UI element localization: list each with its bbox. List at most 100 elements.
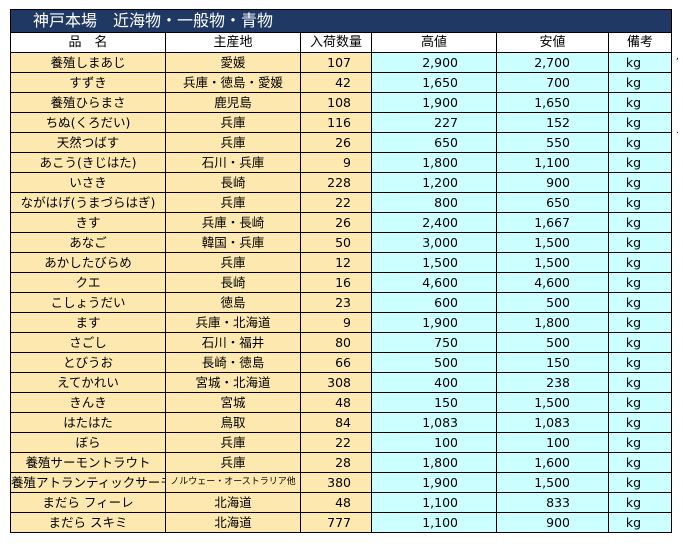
quantity-cell: 48 <box>300 392 372 413</box>
low-price-cell: 500 <box>496 332 609 353</box>
high-price-cell: 227 <box>371 112 497 133</box>
item-name-cell: あなご <box>10 232 166 253</box>
unit-cell: kg <box>607 152 673 173</box>
unit-cell: kg <box>607 512 673 533</box>
table-row: いさき 長崎 228 1,200 900 kg <box>10 172 673 193</box>
item-name-cell: 養殖アトランティックサーモン <box>10 472 166 493</box>
item-name-cell: まだら スキミ <box>10 512 166 533</box>
high-price-cell: 1,083 <box>371 412 497 433</box>
low-price-cell: 150 <box>496 352 609 373</box>
table-row: クエ 長崎 16 4,600 4,600 kg <box>10 272 673 293</box>
item-name-cell: とびうお <box>10 352 166 373</box>
origin-cell: 長崎 <box>165 272 301 293</box>
table-row: 天然つばす 兵庫 26 650 550 kg <box>10 132 673 153</box>
unit-cell: kg <box>607 52 673 73</box>
high-price-cell: 3,000 <box>371 232 497 253</box>
origin-cell: ノルウェー・オーストラリア他 <box>165 472 301 493</box>
table-row: 養殖サーモントラウト 兵庫 28 1,800 1,600 kg <box>10 452 673 473</box>
high-price-cell: 1,100 <box>371 492 497 513</box>
page-title: 神戸本場 近海物・一般物・青物 <box>9 9 673 33</box>
item-name-cell: 養殖ひらまさ <box>10 92 166 113</box>
item-name-cell: ちぬ(くろだい) <box>10 112 166 133</box>
high-price-cell: 4,600 <box>371 272 497 293</box>
origin-cell: 兵庫 <box>165 112 301 133</box>
origin-cell: 宮城 <box>165 392 301 413</box>
item-name-cell: すずき <box>10 72 166 93</box>
low-price-cell: 1,600 <box>496 452 609 473</box>
table-row: こしょうだい 徳島 23 600 500 kg <box>10 292 673 313</box>
low-price-cell: 500 <box>496 292 609 313</box>
unit-cell: kg <box>607 412 673 433</box>
quantity-cell: 22 <box>300 432 372 453</box>
unit-cell: kg <box>607 112 673 133</box>
quantity-cell: 308 <box>300 372 372 393</box>
unit-cell: kg <box>607 312 673 333</box>
origin-cell: 兵庫・徳島・愛媛 <box>165 72 301 93</box>
header-row: 品 名 主産地 入荷数量 高値 安値 備考 <box>10 32 673 53</box>
high-price-cell: 1,900 <box>371 92 497 113</box>
high-price-cell: 1,650 <box>371 72 497 93</box>
high-price-cell: 750 <box>371 332 497 353</box>
origin-cell: 北海道 <box>165 512 301 533</box>
table-row: 養殖アトランティックサーモンノルウェー・オーストラリア他3801,9001,50… <box>10 472 673 493</box>
price-table: 神戸本場 近海物・一般物・青物 品 名 主産地 入荷数量 高値 安値 備考 養殖… <box>9 9 673 533</box>
item-name-cell: えてかれい <box>10 372 166 393</box>
item-name-cell: あかしたびらめ <box>10 252 166 273</box>
item-name-cell: クエ <box>10 272 166 293</box>
unit-cell: kg <box>607 132 673 153</box>
quantity-cell: 116 <box>300 112 372 133</box>
quantity-cell: 16 <box>300 272 372 293</box>
origin-cell: 鳥取 <box>165 412 301 433</box>
low-price-cell: 833 <box>496 492 609 513</box>
quantity-cell: 9 <box>300 152 372 173</box>
item-name-cell: あこう(きじはた) <box>10 152 166 173</box>
low-price-cell: 1,100 <box>496 152 609 173</box>
quantity-cell: 228 <box>300 172 372 193</box>
item-name-cell: まだら フィーレ <box>10 492 166 513</box>
unit-cell: kg <box>607 372 673 393</box>
high-price-cell: 800 <box>371 192 497 213</box>
origin-cell: 愛媛 <box>165 52 301 73</box>
table-row: ます 兵庫・北海道 9 1,900 1,800 kg <box>10 312 673 333</box>
col-header-low-price: 安値 <box>496 32 609 53</box>
low-price-cell: 4,600 <box>496 272 609 293</box>
low-price-cell: 1,800 <box>496 312 609 333</box>
item-name-cell: 養殖サーモントラウト <box>10 452 166 473</box>
table-row: まだら スキミ 北海道 777 1,100 900 kg <box>10 512 673 533</box>
unit-cell: kg <box>607 432 673 453</box>
unit-cell: kg <box>607 192 673 213</box>
low-price-cell: 1,083 <box>496 412 609 433</box>
quantity-cell: 22 <box>300 192 372 213</box>
unit-cell: kg <box>607 92 673 113</box>
low-price-cell: 550 <box>496 132 609 153</box>
high-price-cell: 400 <box>371 372 497 393</box>
unit-cell: kg <box>607 492 673 513</box>
origin-cell: 韓国・兵庫 <box>165 232 301 253</box>
low-price-cell: 1,500 <box>496 472 609 493</box>
origin-cell: 兵庫 <box>165 192 301 213</box>
table-row: 養殖しまあじ 愛媛 107 2,900 2,700 kg <box>10 52 673 73</box>
item-name-cell: 天然つばす <box>10 132 166 153</box>
unit-cell: kg <box>607 252 673 273</box>
quantity-cell: 23 <box>300 292 372 313</box>
low-price-cell: 1,500 <box>496 252 609 273</box>
quantity-cell: 26 <box>300 212 372 233</box>
unit-cell: kg <box>607 392 673 413</box>
high-price-cell: 1,100 <box>371 512 497 533</box>
col-header-high-price: 高値 <box>371 32 497 53</box>
low-price-cell: 1,667 <box>496 212 609 233</box>
quantity-cell: 80 <box>300 332 372 353</box>
high-price-cell: 150 <box>371 392 497 413</box>
item-name-cell: こしょうだい <box>10 292 166 313</box>
origin-cell: 長崎・徳島 <box>165 352 301 373</box>
unit-cell: kg <box>607 472 673 493</box>
quantity-cell: 380 <box>300 472 372 493</box>
low-price-cell: 2,700 <box>496 52 609 73</box>
low-price-cell: 1,650 <box>496 92 609 113</box>
item-name-cell: ながはげ(うまづらはぎ) <box>10 192 166 213</box>
low-price-cell: 152 <box>496 112 609 133</box>
table-row: はたはた 鳥取 84 1,083 1,083 kg <box>10 412 673 433</box>
origin-cell: 兵庫 <box>165 252 301 273</box>
high-price-cell: 500 <box>371 352 497 373</box>
table-row: あこう(きじはた) 石川・兵庫 9 1,800 1,100 kg <box>10 152 673 173</box>
